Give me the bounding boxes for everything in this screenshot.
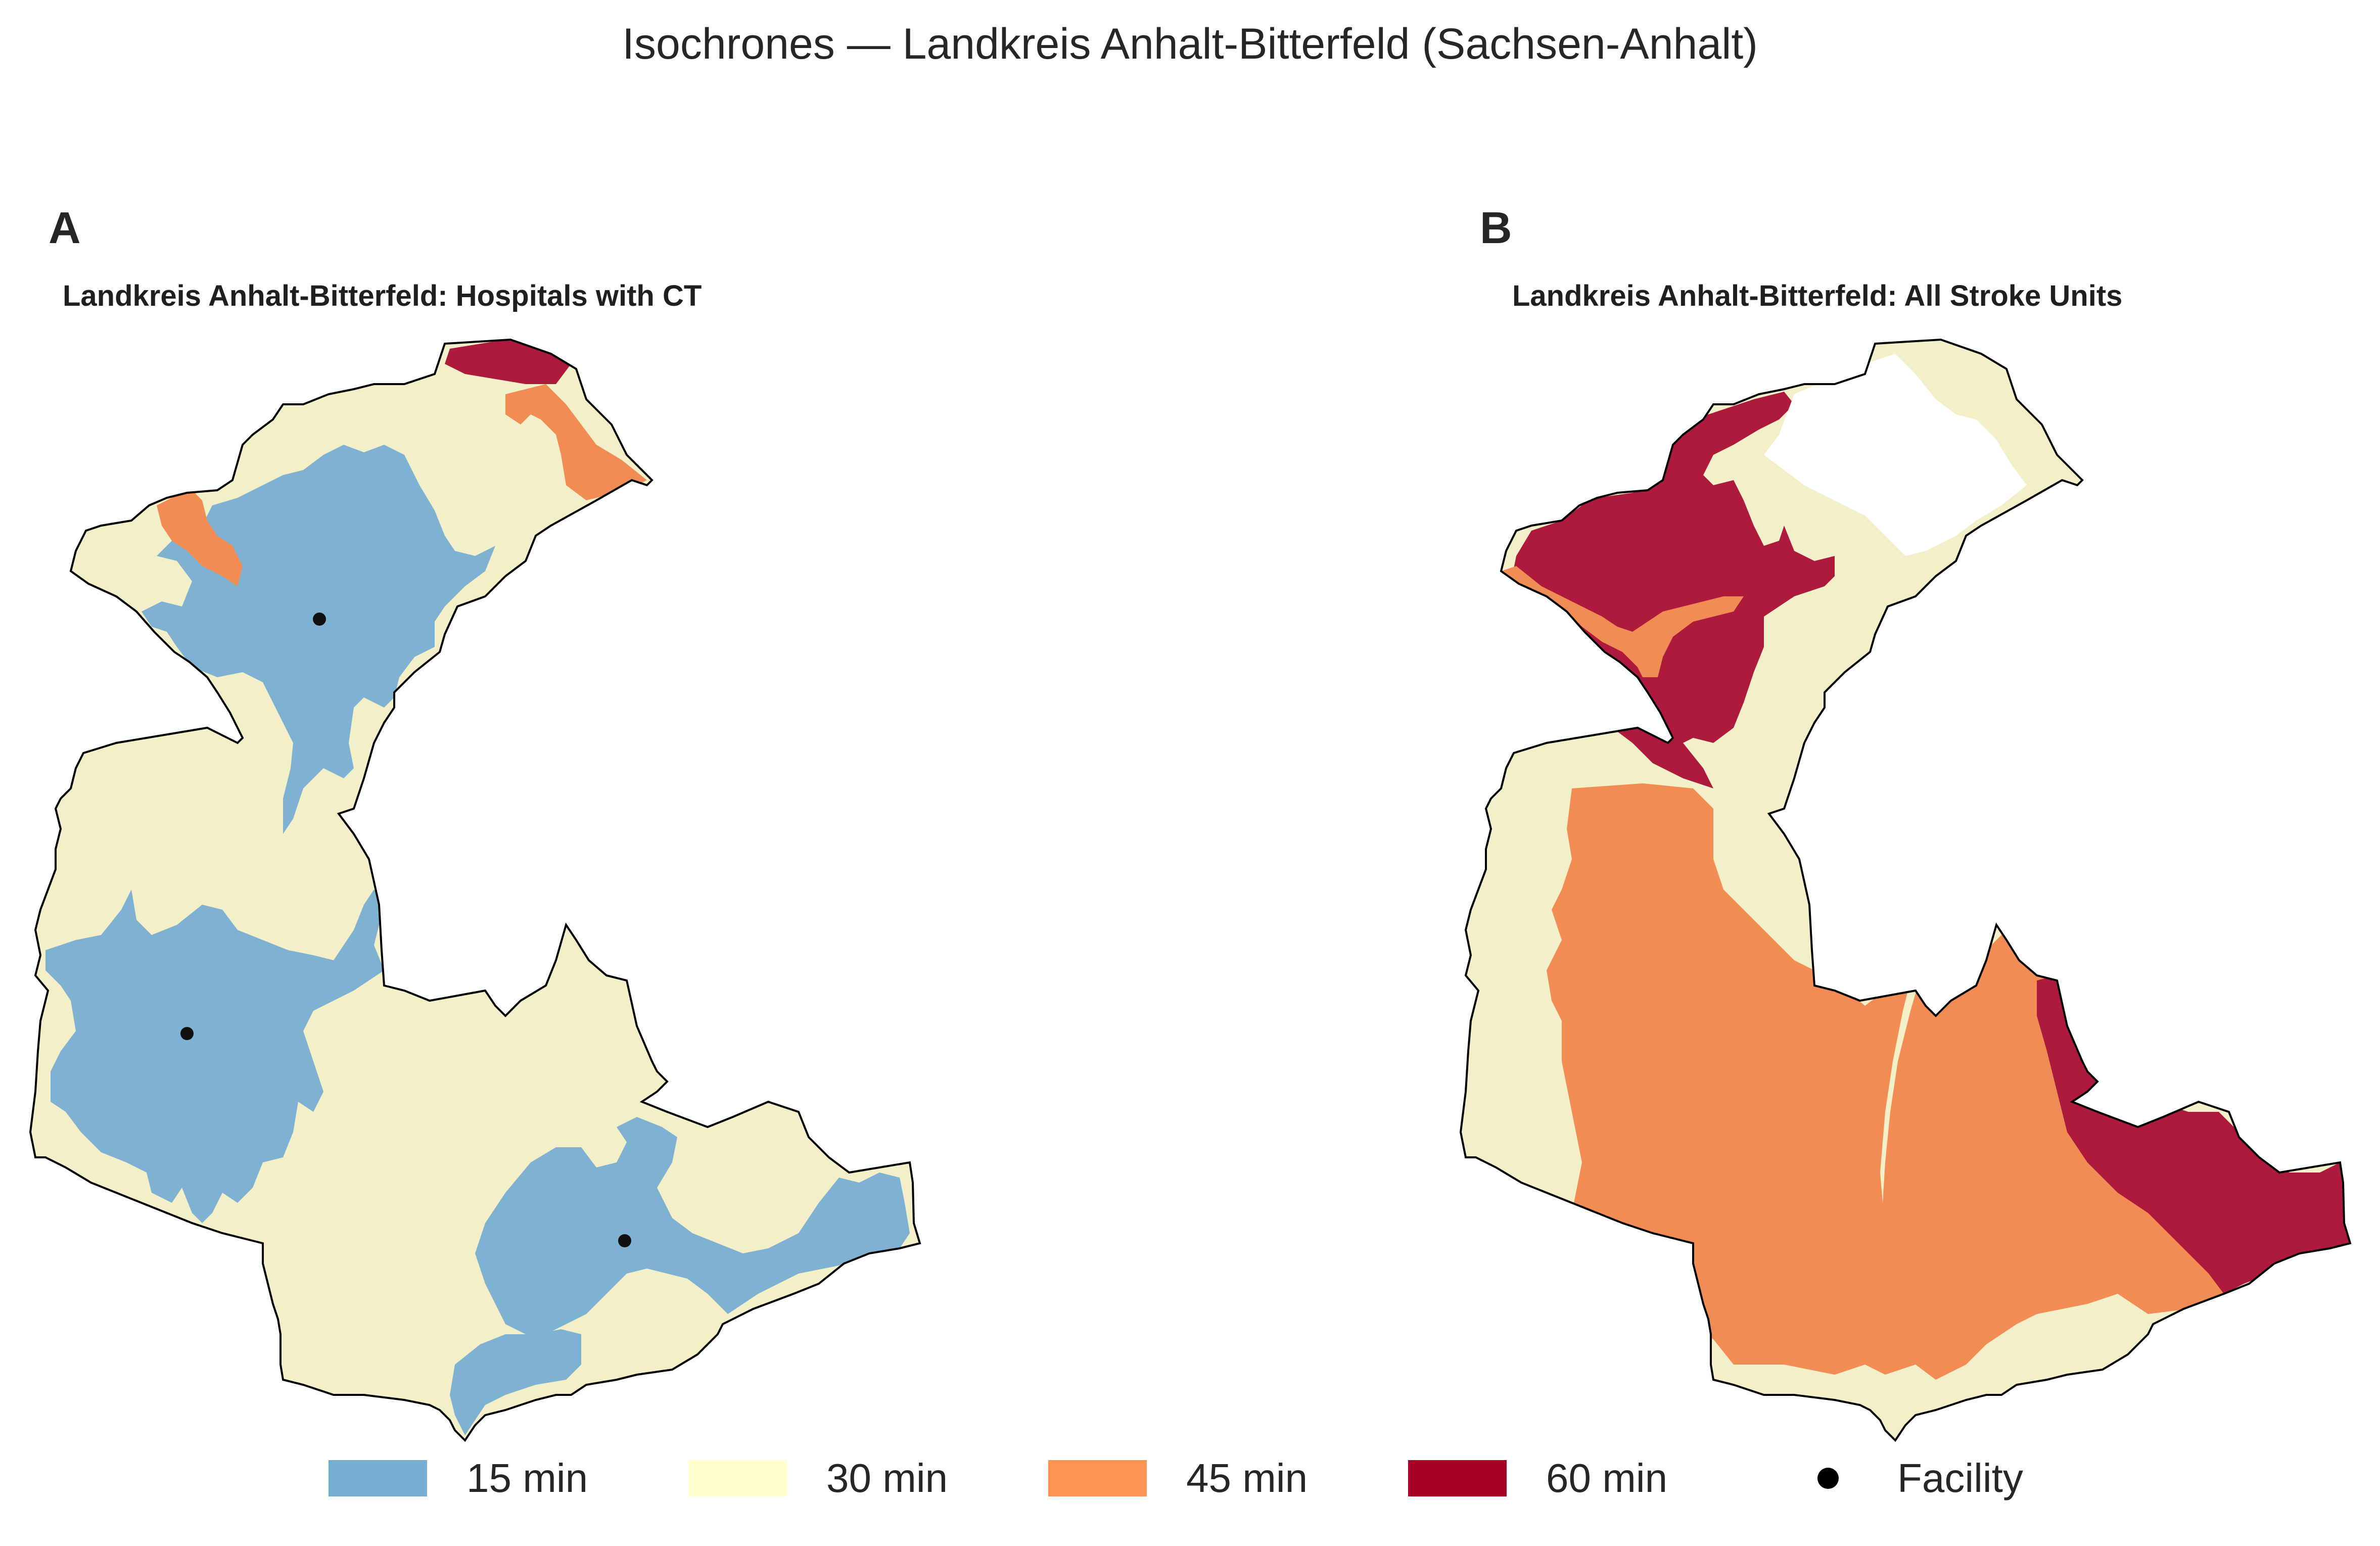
panel-b-title: Landkreis Anhalt-Bitterfeld: All Stroke …: [1512, 279, 2123, 312]
panel-a-15min-zone-east: [475, 1117, 910, 1334]
panel-a-map: [29, 338, 921, 1442]
legend-label-facility: Facility: [1897, 1456, 2023, 1501]
panel-b-letter: B: [1480, 203, 1512, 253]
panel-b-45min-zone-northwest: [1501, 566, 1744, 677]
panel-a-letter: A: [49, 203, 81, 253]
panel-b-district-boundary: [1459, 338, 2352, 1442]
panel-b-map: [1459, 338, 2352, 1442]
facility-marker: [180, 1027, 194, 1040]
legend-label-15min: 15 min: [466, 1456, 588, 1501]
facility-marker: [313, 613, 326, 626]
panel-a-15min-zone-west: [45, 889, 384, 1223]
legend-item-facility: Facility: [1779, 1450, 2023, 1506]
panel-a-15min-zone-south: [450, 1329, 581, 1435]
panel-b-unreached-pockets: [1764, 354, 2027, 556]
legend-swatch-60min: [1408, 1460, 1507, 1496]
legend-label-45min: 45 min: [1186, 1456, 1308, 1501]
panel-a-15min-zone-north: [142, 445, 495, 834]
panel-a-45min-zone-northeast: [505, 384, 647, 500]
legend-label-30min: 30 min: [826, 1456, 948, 1501]
panel-a-title: Landkreis Anhalt-Bitterfeld: Hospitals w…: [63, 279, 702, 312]
legend-item-30min: 30 min: [688, 1450, 948, 1506]
legend-item-15min: 15 min: [329, 1450, 588, 1506]
figure-title: Isochrones — Landkreis Anhalt-Bitterfeld…: [622, 20, 1758, 68]
panel-a-district-boundary: [29, 338, 921, 1442]
legend-item-60min: 60 min: [1408, 1450, 1667, 1506]
legend-swatch-30min: [688, 1460, 787, 1496]
panel-b-45min-zone: [1547, 783, 2249, 1380]
facility-marker: [618, 1234, 631, 1247]
legend-label-60min: 60 min: [1546, 1456, 1668, 1501]
legend-item-45min: 45 min: [1048, 1450, 1308, 1506]
panel-a-45min-zone-northwest: [157, 490, 243, 586]
facility-dot-icon: [1817, 1468, 1839, 1489]
legend-swatch-15min: [329, 1460, 427, 1496]
legend-swatch-45min: [1048, 1460, 1147, 1496]
legend: 15 min 30 min 45 min 60 min Facility: [0, 1450, 2380, 1516]
